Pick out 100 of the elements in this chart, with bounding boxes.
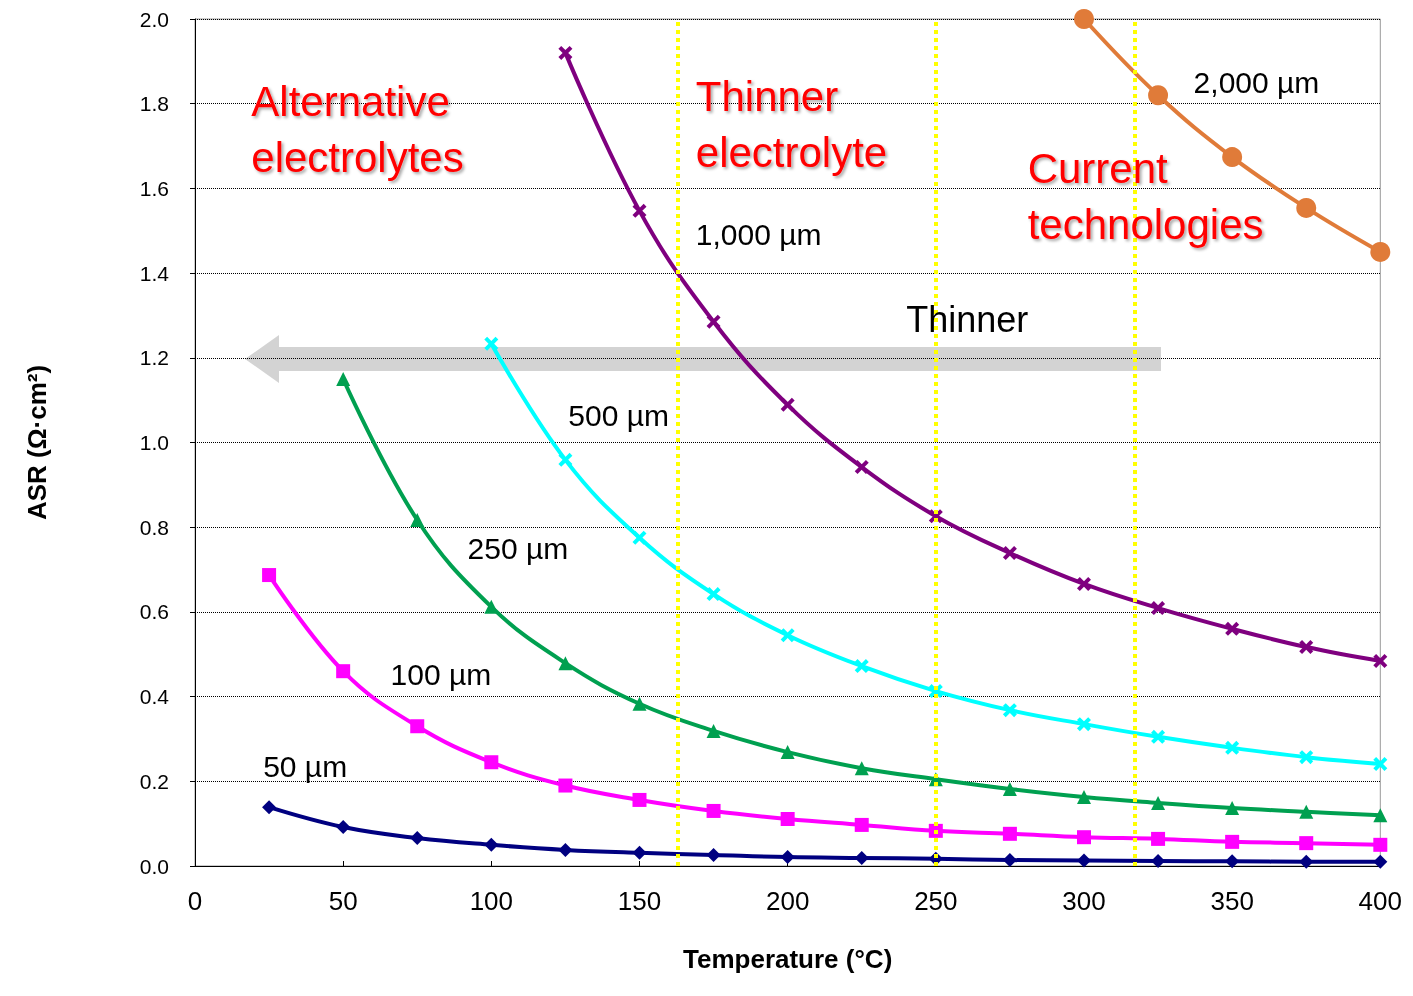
point	[558, 452, 573, 467]
x-tick-label: 150	[617, 886, 662, 916]
point	[632, 530, 647, 545]
point	[1225, 621, 1240, 636]
y-tick-label: 1.2	[139, 346, 169, 370]
point	[632, 792, 647, 807]
point	[854, 460, 869, 475]
point	[780, 628, 795, 643]
point	[1002, 826, 1017, 841]
point	[1148, 85, 1169, 106]
annotation: Thinner	[906, 299, 1029, 341]
point	[558, 656, 573, 671]
point	[1222, 147, 1243, 168]
point	[410, 719, 425, 734]
point	[558, 45, 573, 60]
y-tick-label: 2.0	[139, 7, 169, 31]
x-axis-title: Temperature (°C)	[683, 944, 893, 974]
point	[854, 817, 869, 832]
series-label: 2,000 µm	[1193, 66, 1320, 100]
point	[410, 513, 425, 527]
point	[1225, 834, 1240, 849]
point	[1002, 853, 1017, 868]
point	[780, 850, 795, 865]
point	[484, 599, 499, 614]
point	[780, 745, 795, 760]
annotation: Alternative electrolytes	[251, 77, 464, 181]
point	[1151, 831, 1166, 846]
series-label: 250 µm	[467, 532, 569, 566]
point	[1225, 854, 1240, 869]
point	[336, 371, 351, 386]
point	[1373, 654, 1388, 669]
point	[1296, 197, 1317, 218]
point	[484, 336, 499, 351]
point	[1225, 800, 1240, 815]
point	[484, 755, 499, 770]
point	[632, 845, 647, 860]
y-tick-label: 0.4	[139, 685, 170, 709]
point	[262, 800, 277, 815]
point	[1151, 795, 1166, 810]
y-tick-label: 1.0	[139, 431, 169, 454]
point	[1373, 756, 1388, 771]
annotation: Current technologies	[1027, 145, 1264, 249]
x-tick-label: 0	[187, 886, 203, 916]
point	[854, 761, 869, 776]
point	[706, 723, 721, 738]
point	[1151, 601, 1166, 616]
point	[1076, 830, 1091, 845]
point	[1299, 750, 1314, 765]
y-tick-label: 0.6	[139, 600, 169, 624]
series-label: 50 µm	[263, 750, 348, 784]
point	[1299, 804, 1314, 819]
point	[336, 820, 351, 835]
point	[336, 664, 351, 679]
point	[1299, 836, 1314, 851]
point	[854, 850, 869, 865]
point	[1076, 789, 1091, 804]
point	[632, 203, 647, 218]
series-label: 500 µm	[568, 399, 670, 433]
x-tick-label: 100	[469, 886, 514, 916]
point	[1299, 854, 1314, 869]
point	[780, 397, 795, 412]
x-tick-label: 50	[328, 886, 358, 916]
point	[1002, 546, 1017, 561]
x-tick-label: 300	[1062, 886, 1106, 916]
point	[632, 696, 647, 711]
point	[1076, 853, 1091, 868]
point	[1151, 729, 1166, 744]
point	[558, 842, 573, 857]
point	[410, 831, 425, 846]
point	[484, 837, 499, 852]
x-tick-label: 200	[765, 886, 810, 916]
point	[854, 659, 869, 674]
y-tick-label: 1.8	[139, 92, 169, 116]
y-tick-label: 0.2	[139, 769, 169, 793]
point	[1373, 837, 1388, 852]
series-label: 1,000 µm	[695, 218, 822, 252]
x-tick-label: 400	[1358, 886, 1403, 916]
point	[558, 778, 573, 793]
point	[1373, 808, 1388, 823]
y-tick-label: 1.6	[139, 176, 169, 200]
point	[706, 803, 721, 818]
point	[1225, 740, 1240, 755]
point	[1370, 241, 1391, 262]
y-tick-label: 0.0	[139, 854, 169, 878]
point	[1074, 9, 1094, 29]
point	[1002, 703, 1017, 718]
point	[780, 811, 795, 826]
x-tick-label: 250	[914, 886, 958, 916]
point	[706, 314, 721, 329]
point	[706, 587, 721, 602]
point	[262, 568, 277, 583]
y-axis-title: ASR (Ω·cm²)	[22, 364, 52, 521]
point	[1076, 576, 1091, 591]
series-label: 100 µm	[390, 657, 492, 691]
x-tick-label: 350	[1210, 886, 1254, 916]
point	[1076, 717, 1091, 732]
point	[1002, 781, 1017, 796]
y-tick-label: 1.4	[139, 261, 170, 285]
annotation: Thinner electrolyte	[695, 73, 888, 177]
point	[1299, 640, 1314, 655]
